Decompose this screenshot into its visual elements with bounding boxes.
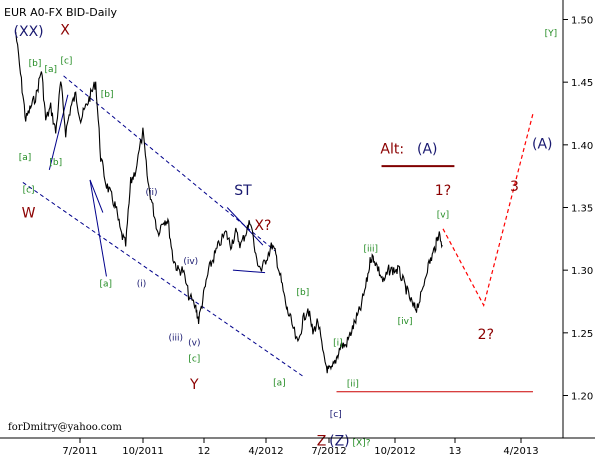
wave-label: 1? bbox=[435, 183, 451, 199]
wave-label: [X]? bbox=[353, 439, 371, 449]
author-credit: forDmitry@yahoo.com bbox=[8, 422, 122, 433]
wave-label: [i] bbox=[333, 338, 343, 348]
x-tick-label: 10/2012 bbox=[374, 446, 416, 457]
y-tick-label: 1.25 bbox=[571, 329, 593, 340]
triangle-line bbox=[226, 207, 264, 246]
wave-label: [b] bbox=[29, 59, 42, 69]
wave-label: [c] bbox=[23, 185, 35, 195]
wave-label: X? bbox=[254, 218, 271, 234]
wave-label: [a] bbox=[99, 279, 112, 289]
wave-label: [iv] bbox=[398, 317, 413, 327]
wave-label: (A) bbox=[532, 137, 553, 153]
wave-label: [a] bbox=[273, 378, 286, 388]
wave-label: [iii] bbox=[364, 244, 379, 254]
wave-label: (v) bbox=[188, 338, 200, 348]
wave-label: W bbox=[22, 206, 36, 222]
channel-line bbox=[22, 182, 304, 378]
wave-label: [c] bbox=[188, 355, 200, 365]
wave-label: [c] bbox=[60, 56, 72, 66]
x-tick-label: 7/2011 bbox=[62, 446, 97, 457]
wave-label: (iv) bbox=[183, 257, 198, 267]
wave-label: (i) bbox=[137, 279, 147, 289]
wave-label: Z bbox=[317, 434, 327, 450]
wave-label: [a] bbox=[19, 153, 32, 163]
x-tick-label: 4/2012 bbox=[248, 446, 283, 457]
wave-label: 2? bbox=[478, 327, 494, 343]
x-tick-label: 7/2012 bbox=[311, 446, 346, 457]
x-tick-label: 13 bbox=[449, 446, 462, 457]
wave-label: [b] bbox=[49, 158, 62, 168]
wave-label: (ii) bbox=[145, 188, 157, 198]
wave-label: [b] bbox=[297, 288, 310, 298]
wave-label: [ii] bbox=[347, 380, 359, 390]
y-tick-label: 1.20 bbox=[571, 392, 593, 403]
wave-label: 3 bbox=[510, 179, 519, 195]
wave-label: [Y] bbox=[545, 29, 558, 39]
wave-label: (A) bbox=[417, 142, 438, 158]
x-tick-label: 10/2011 bbox=[122, 446, 164, 457]
wave-label: [b] bbox=[101, 90, 114, 100]
triangle-line bbox=[232, 269, 266, 274]
chart-title: EUR A0-FX BID-Daily bbox=[4, 6, 118, 19]
projection-path bbox=[442, 113, 534, 307]
y-tick-label: 1.40 bbox=[571, 141, 593, 152]
y-tick-label: 1.50 bbox=[571, 16, 593, 27]
triangle-line bbox=[48, 94, 69, 171]
y-tick-label: 1.30 bbox=[571, 266, 593, 277]
wave-label: Alt: bbox=[380, 142, 404, 158]
wave-label: ST bbox=[234, 183, 252, 199]
wave-label: (XX) bbox=[14, 24, 44, 40]
triangle-line bbox=[89, 179, 104, 213]
wave-label: Y bbox=[189, 377, 199, 393]
wave-label: (iii) bbox=[168, 333, 183, 343]
x-tick-label: 4/2013 bbox=[503, 446, 538, 457]
wave-label: [c] bbox=[330, 410, 342, 420]
wave-label: X bbox=[60, 23, 70, 39]
y-tick-label: 1.45 bbox=[571, 78, 593, 89]
y-tick-label: 1.35 bbox=[571, 204, 593, 215]
x-tick-label: 12 bbox=[198, 446, 211, 457]
price-series bbox=[15, 31, 443, 374]
channel-line bbox=[63, 75, 277, 252]
wave-label: [v] bbox=[437, 211, 449, 221]
triangle-line bbox=[89, 179, 107, 277]
wave-label: [a] bbox=[44, 65, 57, 75]
